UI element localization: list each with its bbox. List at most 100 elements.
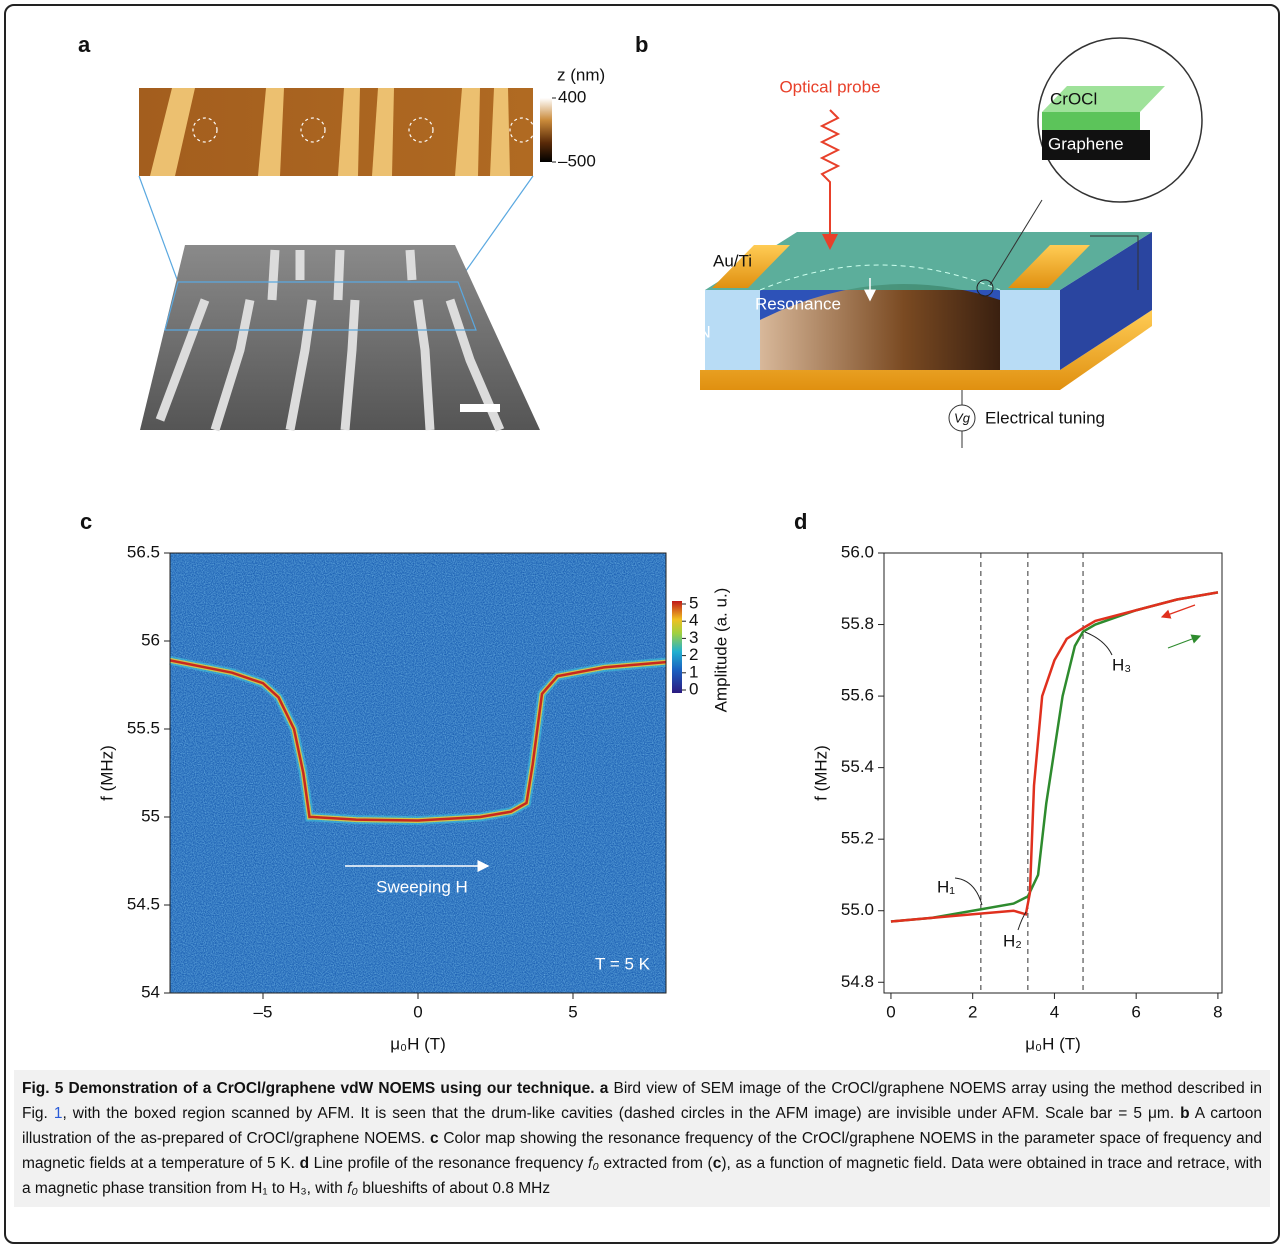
- tuning-label: Electrical tuning: [985, 408, 1105, 427]
- series-line: [890, 591, 1219, 923]
- inset-spot: [976, 279, 994, 297]
- x-tick-label: 6: [1131, 1002, 1140, 1021]
- electrode-label: Au/Ti: [713, 251, 752, 270]
- annotation: Sweeping H: [376, 877, 468, 896]
- caption-text: d: [299, 1155, 310, 1172]
- colorbar-tick-label: 3: [689, 628, 698, 647]
- scale-bar: [460, 404, 500, 412]
- afm-electrodes: [150, 88, 510, 176]
- panel-label: d: [794, 509, 807, 534]
- graphene-layer: [1042, 130, 1150, 160]
- amp-colorbar: [672, 601, 682, 693]
- trace-arrow: [1167, 634, 1202, 649]
- y-tick-label: 56.5: [127, 542, 160, 561]
- colorbar-tick-label: 1: [689, 662, 698, 681]
- annotation: T = 5 K: [595, 954, 651, 973]
- colorbar-tick-label: –500: [558, 151, 596, 170]
- membrane-mode: [759, 264, 1001, 291]
- cavity: [760, 284, 1000, 370]
- colorbar-tick-label: 400: [558, 87, 586, 106]
- y-tick-label: 55: [141, 806, 160, 825]
- leader: [1017, 911, 1027, 931]
- y-tick-label: 54.8: [841, 972, 874, 991]
- y-tick-label: 55.2: [841, 829, 874, 848]
- caption-text: extracted from (: [598, 1155, 713, 1172]
- y-axis-label: f (MHz): [811, 745, 830, 801]
- y-tick-label: 56: [141, 630, 160, 649]
- caption-text: Fig. 5 Demonstration of a CrOCl/graphene…: [22, 1080, 595, 1097]
- caption-text: ), as a function of magnetic field. Data…: [22, 1155, 1263, 1197]
- resonance-label: Resonance: [755, 294, 841, 313]
- caption-text: blueshifts of about 0.8 MHz: [357, 1180, 551, 1197]
- hbn-left: [705, 290, 760, 370]
- x-tick-label: 0: [413, 1002, 422, 1021]
- annotation: H₂: [1003, 931, 1022, 950]
- figure-frame: [4, 4, 1280, 1244]
- crocl-layer-top: [1042, 86, 1165, 112]
- probe-beam: [819, 109, 841, 250]
- series-line: [890, 591, 1219, 923]
- caption-text: b: [1180, 1105, 1190, 1122]
- leader: [1084, 631, 1113, 656]
- caption-text: Color map showing the resonance frequenc…: [22, 1130, 1262, 1172]
- ground-wire: [1090, 235, 1139, 290]
- trace-arrow: [1160, 604, 1196, 619]
- panel-label: b: [635, 32, 648, 57]
- zoom-lines: [138, 175, 534, 283]
- caption-text: c: [429, 1130, 439, 1147]
- plot-frame: [883, 552, 1223, 994]
- y-tick-label: 55.8: [841, 614, 874, 633]
- electrode-left: [712, 245, 790, 288]
- gate-label: Vg: [954, 410, 971, 425]
- y-tick-label: 55.5: [127, 718, 160, 737]
- layer-label: CrOCl: [1050, 89, 1097, 108]
- afm-box: [164, 281, 477, 331]
- layer-label: Graphene: [1048, 134, 1124, 153]
- x-tick-label: 5: [568, 1002, 577, 1021]
- colorbar-tick-label: 2: [689, 645, 698, 664]
- z-colorbar: [540, 98, 552, 162]
- x-tick-label: –5: [254, 1002, 273, 1021]
- plot-frame: [169, 552, 667, 994]
- caption: Fig. 5 Demonstration of a CrOCl/graphene…: [14, 1070, 1270, 1207]
- y-tick-label: 54.5: [127, 894, 160, 913]
- caption-text: A cartoon illustration of the as-prepare…: [22, 1105, 1262, 1147]
- ridge: [169, 659, 667, 822]
- caption-text: c: [712, 1155, 722, 1172]
- sem-image: [140, 245, 540, 430]
- y-tick-label: 55.6: [841, 686, 874, 705]
- y-tick-label: 56.0: [841, 542, 874, 561]
- caption-text: Bird view of SEM image of the CrOCl/grap…: [22, 1080, 1262, 1122]
- x-tick-label: 8: [1213, 1002, 1222, 1021]
- panel-label: a: [78, 32, 91, 57]
- hbn-right: [1000, 290, 1060, 370]
- caption-text: f₀: [347, 1180, 358, 1197]
- annotation: H₁: [937, 877, 955, 896]
- panel-label: c: [80, 509, 92, 534]
- y-tick-label: 55.4: [841, 757, 874, 776]
- colorbar-tick-label: 4: [689, 611, 698, 630]
- colorbar-tick-label: 0: [689, 679, 698, 698]
- inset-line: [989, 199, 1043, 286]
- electrode-right: [1008, 245, 1090, 288]
- x-axis-label: μ₀H (T): [1025, 1034, 1081, 1053]
- probe-label: Optical probe: [779, 77, 880, 96]
- caption-text: , with the boxed region scanned by AFM. …: [62, 1105, 1181, 1122]
- map-noise: [170, 553, 666, 993]
- y-tick-label: 54: [141, 982, 160, 1001]
- leader: [954, 877, 983, 906]
- x-tick-label: 4: [1050, 1002, 1059, 1021]
- afm-cavities: [192, 117, 535, 143]
- caption-text: Line profile of the resonance frequency: [309, 1155, 589, 1172]
- x-tick-label: 2: [968, 1002, 977, 1021]
- substrate-label: h-BN: [672, 322, 711, 341]
- caption-text[interactable]: 1: [53, 1105, 63, 1122]
- y-axis-label: f (MHz): [97, 745, 116, 801]
- colorbar-tick-label: 5: [689, 593, 698, 612]
- colorbar-title: z (nm): [557, 65, 605, 84]
- caption-text: a: [594, 1080, 609, 1097]
- x-axis-label: μ₀H (T): [390, 1034, 446, 1053]
- crocl-layer: [1042, 112, 1140, 130]
